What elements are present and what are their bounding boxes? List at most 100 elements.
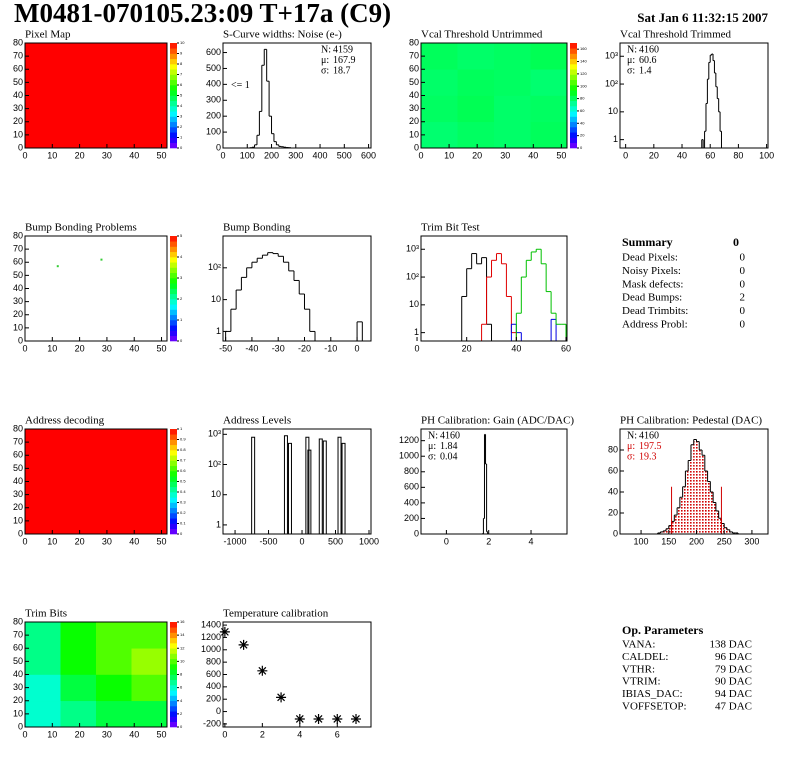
colorbar-step xyxy=(170,679,177,686)
colorbar-step xyxy=(170,58,177,65)
colorbar-label: 160 xyxy=(580,46,587,51)
histogram-fill xyxy=(707,481,711,534)
plot xyxy=(25,622,168,728)
histogram-fill xyxy=(702,455,705,534)
plot xyxy=(251,435,346,534)
histogram-fill xyxy=(693,439,697,534)
colorbar-step xyxy=(170,53,177,60)
x-tick-label: 6 xyxy=(335,729,340,739)
colorbar-label: 0 xyxy=(180,531,183,536)
colorbar-step xyxy=(570,100,577,107)
y-tick-label: 600 xyxy=(404,482,419,492)
parameter-label: VOFFSETOP: xyxy=(622,701,687,713)
plot xyxy=(219,626,362,724)
colorbar-step xyxy=(170,74,177,81)
parameter-label: VTRIM: xyxy=(622,676,661,688)
stats-label: μ: xyxy=(321,55,329,66)
colorbar-label: 10 xyxy=(180,658,185,663)
x-tick-label: 0 xyxy=(418,150,423,160)
plot xyxy=(657,439,739,534)
heatmap-cell xyxy=(25,95,61,123)
colorbar-step xyxy=(170,85,177,91)
heatmap-cell xyxy=(494,121,531,149)
y-tick-label: 1 xyxy=(216,519,221,529)
summary-total: 0 xyxy=(733,235,739,249)
colorbar-step xyxy=(170,716,177,723)
plot-frame xyxy=(420,235,568,342)
parameter-value: 90 DAC xyxy=(715,676,752,688)
stats-label: μ: xyxy=(627,441,635,452)
y-tick-label: 70 xyxy=(13,437,23,447)
colorbar-step xyxy=(570,127,577,133)
y-tick-label: 10 xyxy=(409,299,419,309)
heatmap-cell xyxy=(96,507,132,535)
spike xyxy=(287,442,292,534)
heatmap-cell xyxy=(25,622,61,649)
colorbar-step xyxy=(170,278,177,284)
y-tick-label: 200 xyxy=(206,111,221,121)
y-tick-label: 1000 xyxy=(201,644,221,654)
heatmap-cell xyxy=(96,674,132,702)
y-tick-label: 10³ xyxy=(406,244,419,254)
colorbar-step xyxy=(570,137,577,144)
summary-value: 2 xyxy=(740,292,746,304)
colorbar-step xyxy=(570,69,577,75)
summary-label: Dead Trimbits: xyxy=(622,305,688,317)
colorbar-step xyxy=(170,335,177,342)
colorbar-step xyxy=(170,100,177,107)
stats-value: 60.6 xyxy=(639,55,657,66)
chart-title: Temperature calibration xyxy=(223,608,329,620)
stats-value: 4160 xyxy=(639,44,659,55)
parameter-label: IBIAS_DAC: xyxy=(622,688,683,700)
summary-label: Dead Bumps: xyxy=(622,292,682,304)
y-tick-label: 200 xyxy=(206,694,221,704)
spike xyxy=(341,442,346,534)
chart-title: Pixel Map xyxy=(25,29,71,41)
y-tick-label: 1200 xyxy=(201,632,221,642)
summary-value: 0 xyxy=(740,278,746,290)
y-tick-label: 800 xyxy=(404,466,419,476)
x-tick-label: 0 xyxy=(220,150,225,160)
heatmap-cell xyxy=(25,121,61,149)
colorbar-step xyxy=(170,132,177,138)
colorbar-step xyxy=(170,632,177,639)
histogram-fill xyxy=(685,471,689,534)
spike xyxy=(322,440,327,534)
y-tick-label: 70 xyxy=(13,244,23,254)
heatmap-cell xyxy=(25,507,61,535)
x-tick-label: -500 xyxy=(260,536,278,546)
colorbar-label: 80 xyxy=(580,96,585,101)
colorbar-label: 0 xyxy=(580,145,583,150)
y-tick-label: 80 xyxy=(608,444,618,454)
heatmap-cell xyxy=(60,43,97,70)
plot xyxy=(25,429,168,535)
x-tick-label: -40 xyxy=(245,343,258,353)
y-tick-label: 30 xyxy=(13,103,23,113)
histogram-edges xyxy=(481,253,517,341)
heatmap-cell xyxy=(421,121,458,149)
heatmap-cell xyxy=(60,507,97,535)
y-tick-label: 10² xyxy=(406,271,419,281)
colorbar-step xyxy=(170,695,177,702)
histogram-edges xyxy=(510,319,557,341)
spike xyxy=(251,436,256,534)
chart-title: Vcal Threshold Trimmed xyxy=(620,29,732,41)
summary-label: Mask defects: xyxy=(622,278,683,290)
heatmap-cell xyxy=(131,648,168,675)
colorbar-label: 4 xyxy=(180,254,183,259)
summary-label: Address Probl: xyxy=(622,319,688,331)
histogram-fill xyxy=(660,531,664,534)
plot-frame xyxy=(619,42,769,149)
y-tick-label: 500 xyxy=(206,63,221,73)
heatmap-cell xyxy=(421,43,458,70)
colorbar-step xyxy=(170,283,177,289)
star-marker xyxy=(351,713,362,724)
stats-label: σ: xyxy=(627,451,635,462)
colorbar-label: 0.1 xyxy=(180,521,186,526)
plot-frame xyxy=(619,428,769,535)
colorbar-step xyxy=(170,95,177,102)
colorbar-label: 2 xyxy=(180,124,183,129)
x-tick-label: 0 xyxy=(355,343,360,353)
heatmap-cell xyxy=(457,121,495,149)
y-tick-label: 20 xyxy=(409,116,419,126)
